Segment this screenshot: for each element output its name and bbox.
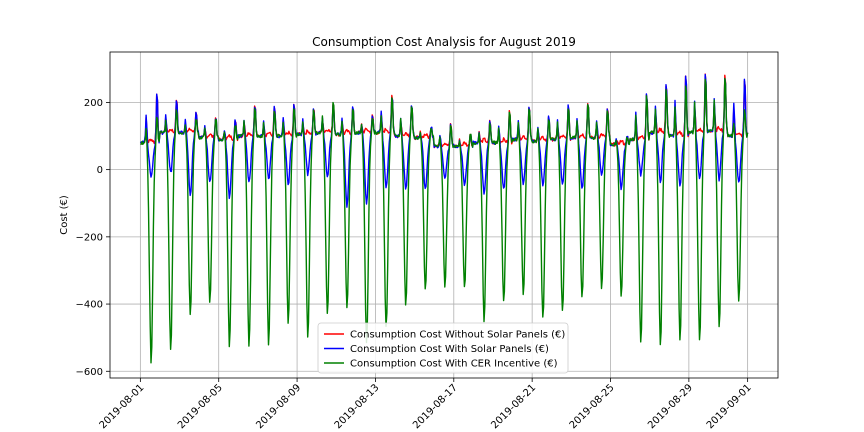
y-tick-label: 200 — [84, 98, 103, 109]
legend-label: Consumption Cost With CER Incentive (€) — [350, 359, 558, 370]
series-layer — [139, 73, 749, 364]
y-axis-label: Cost (€) — [59, 195, 70, 235]
chart-title: Consumption Cost Analysis for August 201… — [312, 35, 576, 49]
y-axis: −600 −400 −200 0 200 — [76, 98, 110, 378]
legend-label: Consumption Cost Without Solar Panels (€… — [350, 330, 565, 341]
series-line-3 — [140, 77, 749, 364]
y-tick-label: 0 — [97, 165, 103, 176]
y-tick-label: −400 — [76, 300, 103, 311]
legend-box — [317, 322, 569, 374]
legend: Consumption Cost Without Solar Panels (€… — [317, 322, 569, 374]
y-tick-label: −200 — [76, 232, 103, 243]
legend-label: Consumption Cost With Solar Panels (€) — [350, 344, 549, 355]
plot-area-frame — [109, 51, 779, 379]
y-tick-label: −600 — [76, 367, 103, 378]
series-line-2 — [139, 73, 749, 208]
